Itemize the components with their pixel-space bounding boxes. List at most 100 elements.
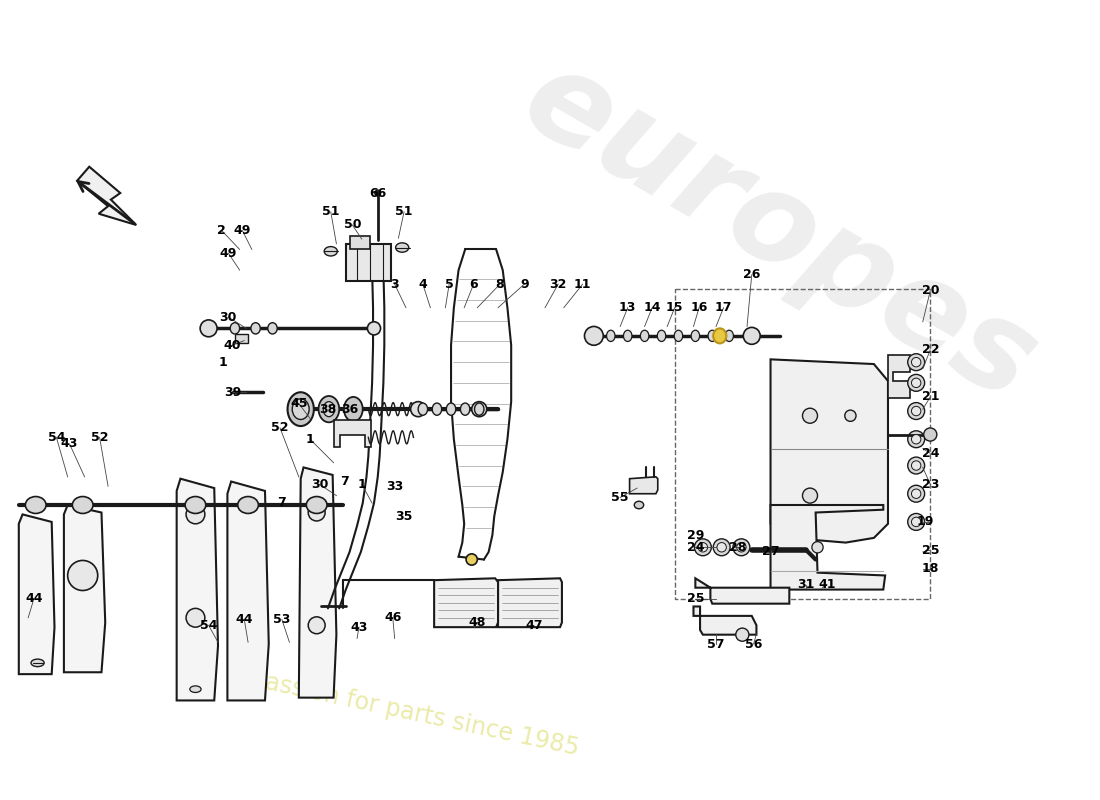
Text: europes: europes xyxy=(503,38,1057,427)
Ellipse shape xyxy=(185,497,206,514)
Circle shape xyxy=(908,354,925,370)
Polygon shape xyxy=(770,359,888,542)
Ellipse shape xyxy=(674,330,683,342)
Ellipse shape xyxy=(691,330,700,342)
Ellipse shape xyxy=(474,403,484,415)
Ellipse shape xyxy=(461,403,470,415)
Text: 56: 56 xyxy=(745,638,762,650)
Ellipse shape xyxy=(708,330,716,342)
Text: 3: 3 xyxy=(390,278,399,290)
Text: 52: 52 xyxy=(91,431,109,444)
Text: 38: 38 xyxy=(319,402,337,416)
Text: 50: 50 xyxy=(343,218,361,231)
Ellipse shape xyxy=(287,392,314,426)
Circle shape xyxy=(812,542,823,553)
Text: 57: 57 xyxy=(707,638,725,650)
Text: 8: 8 xyxy=(496,278,504,290)
Circle shape xyxy=(912,406,921,416)
Text: 7: 7 xyxy=(341,475,349,488)
Text: 46: 46 xyxy=(384,611,402,624)
Circle shape xyxy=(713,539,730,556)
Text: 14: 14 xyxy=(644,301,661,314)
Ellipse shape xyxy=(725,330,734,342)
Circle shape xyxy=(410,402,426,417)
Text: 30: 30 xyxy=(311,478,328,491)
Text: 2: 2 xyxy=(218,224,227,237)
Circle shape xyxy=(912,518,921,526)
Circle shape xyxy=(186,505,205,524)
Text: 35: 35 xyxy=(395,510,412,522)
Text: 53: 53 xyxy=(273,613,290,626)
Text: 26: 26 xyxy=(742,268,760,282)
Text: 30: 30 xyxy=(220,310,236,323)
Ellipse shape xyxy=(658,330,666,342)
Text: 44: 44 xyxy=(25,593,43,606)
Ellipse shape xyxy=(190,686,201,693)
Circle shape xyxy=(698,542,707,552)
Text: 43: 43 xyxy=(60,438,78,450)
Text: 66: 66 xyxy=(370,186,386,199)
Text: 25: 25 xyxy=(922,544,939,557)
Ellipse shape xyxy=(73,497,94,514)
Circle shape xyxy=(908,374,925,391)
Circle shape xyxy=(200,320,217,337)
Polygon shape xyxy=(333,421,371,446)
Text: 36: 36 xyxy=(341,402,359,416)
Circle shape xyxy=(908,430,925,448)
Text: 49: 49 xyxy=(233,224,251,237)
Polygon shape xyxy=(64,505,106,672)
Circle shape xyxy=(912,461,921,470)
Circle shape xyxy=(908,402,925,419)
Circle shape xyxy=(584,326,603,346)
Circle shape xyxy=(912,434,921,444)
Ellipse shape xyxy=(25,497,46,514)
Ellipse shape xyxy=(306,497,327,514)
Circle shape xyxy=(375,190,381,196)
Ellipse shape xyxy=(713,328,726,343)
Ellipse shape xyxy=(267,322,277,334)
Text: 5: 5 xyxy=(444,278,453,290)
Circle shape xyxy=(308,504,326,521)
Text: 27: 27 xyxy=(762,546,779,558)
Text: 48: 48 xyxy=(469,616,486,629)
Circle shape xyxy=(733,539,750,556)
Text: 15: 15 xyxy=(666,301,683,314)
Text: 31: 31 xyxy=(798,578,815,591)
Ellipse shape xyxy=(447,403,455,415)
Ellipse shape xyxy=(319,396,339,422)
Text: 51: 51 xyxy=(322,206,340,218)
Circle shape xyxy=(186,608,205,627)
Text: 25: 25 xyxy=(686,593,704,606)
Ellipse shape xyxy=(432,403,441,415)
Text: 45: 45 xyxy=(290,397,308,410)
Polygon shape xyxy=(695,578,790,604)
Circle shape xyxy=(472,402,486,417)
Text: 16: 16 xyxy=(691,301,707,314)
Bar xyxy=(235,334,249,343)
Text: 24: 24 xyxy=(922,447,939,460)
Text: a passion for parts since 1985: a passion for parts since 1985 xyxy=(227,663,581,761)
Circle shape xyxy=(744,327,760,344)
Text: 44: 44 xyxy=(235,613,253,626)
Polygon shape xyxy=(693,606,757,634)
Text: 41: 41 xyxy=(818,578,836,591)
Text: 21: 21 xyxy=(922,390,939,403)
Text: 43: 43 xyxy=(350,621,367,634)
Circle shape xyxy=(68,561,98,590)
Text: 17: 17 xyxy=(715,301,733,314)
Text: 7: 7 xyxy=(277,496,286,509)
Ellipse shape xyxy=(606,330,615,342)
Ellipse shape xyxy=(624,330,631,342)
Text: 54: 54 xyxy=(47,431,65,444)
Text: 28: 28 xyxy=(729,541,746,554)
Text: 23: 23 xyxy=(922,478,939,491)
Text: 54: 54 xyxy=(200,618,218,632)
Circle shape xyxy=(694,539,712,556)
Circle shape xyxy=(912,358,921,367)
Ellipse shape xyxy=(251,322,261,334)
Polygon shape xyxy=(77,166,136,225)
Ellipse shape xyxy=(640,330,649,342)
Circle shape xyxy=(908,457,925,474)
Polygon shape xyxy=(177,478,218,701)
Circle shape xyxy=(717,542,726,552)
